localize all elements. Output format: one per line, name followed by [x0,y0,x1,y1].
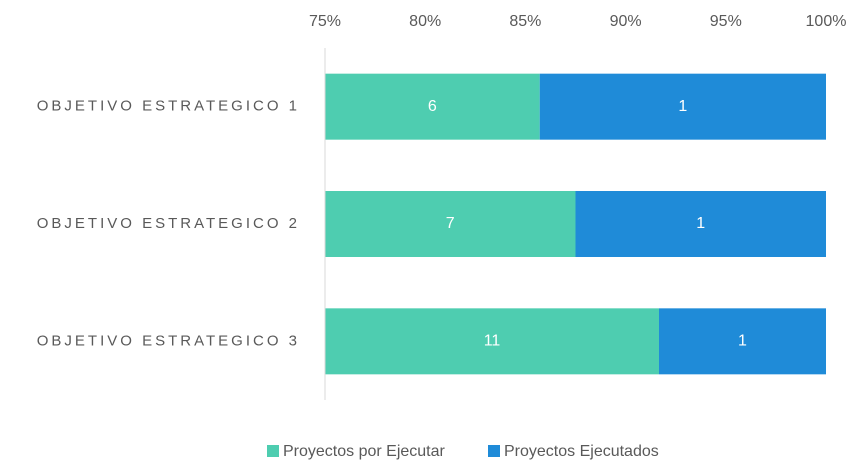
category-label: OBJETIVO ESTRATEGICO 2 [37,215,300,232]
legend-swatch [267,445,279,457]
data-label: 6 [428,98,437,115]
x-tick-label: 75% [309,13,341,30]
data-label: 1 [678,98,687,115]
bar-segment [325,73,540,140]
bar-segment [325,191,576,257]
bar-segment [659,308,826,375]
bar-segment [575,191,826,257]
data-label: 7 [446,215,455,232]
legend-swatch [488,445,500,457]
legend-label: Proyectos por Ejecutar [283,443,446,460]
x-tick-label: 100% [806,13,847,30]
x-tick-label: 85% [509,13,541,30]
bar-segment [539,73,826,140]
category-label: OBJETIVO ESTRATEGICO 1 [37,98,300,115]
x-tick-label: 90% [610,13,642,30]
plot-area [325,73,826,375]
data-label: 1 [738,333,747,350]
legend-label: Proyectos Ejecutados [504,443,659,460]
data-label: 11 [484,333,501,350]
bar-segment [325,308,659,375]
x-tick-label: 95% [710,13,742,30]
x-tick-label: 80% [409,13,441,30]
data-label: 1 [696,215,705,232]
category-label: OBJETIVO ESTRATEGICO 3 [37,332,300,349]
